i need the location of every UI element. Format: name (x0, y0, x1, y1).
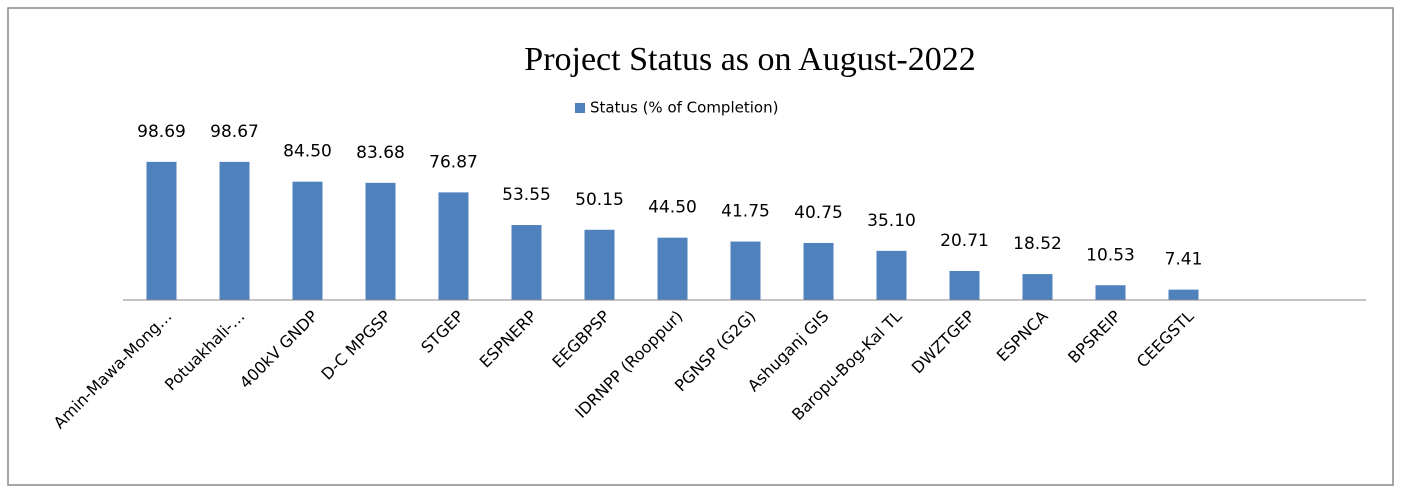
value-label: 35.10 (867, 211, 916, 231)
value-label: 10.53 (1086, 245, 1135, 265)
bar (1022, 274, 1053, 300)
chart-title: Project Status as on August-2022 (524, 41, 975, 78)
value-label: 76.87 (429, 152, 478, 172)
value-label: 18.52 (1013, 234, 1062, 254)
value-label: 7.41 (1165, 250, 1203, 270)
value-label: 53.55 (502, 185, 551, 205)
value-label: 50.15 (575, 190, 624, 210)
bar (730, 241, 761, 300)
bar (1095, 285, 1126, 300)
bar (438, 192, 469, 300)
bar (146, 161, 177, 300)
value-label: 41.75 (721, 202, 770, 222)
bar (949, 271, 980, 300)
bar (1168, 289, 1199, 300)
bar (511, 225, 542, 300)
bar (292, 181, 323, 300)
value-label: 98.69 (137, 122, 186, 142)
legend-label: Status (% of Completion) (590, 99, 778, 117)
value-label: 20.71 (940, 231, 989, 251)
bar (219, 161, 250, 300)
chart-frame (7, 7, 1394, 486)
bar (803, 242, 834, 300)
legend-swatch (575, 103, 585, 113)
bar (365, 182, 396, 300)
bar (876, 250, 907, 300)
value-label: 98.67 (210, 122, 259, 142)
bar (584, 229, 615, 300)
value-label: 40.75 (794, 203, 843, 223)
value-label: 83.68 (356, 143, 405, 163)
value-label: 84.50 (283, 142, 332, 162)
value-label: 44.50 (648, 198, 697, 218)
bar (657, 237, 688, 300)
